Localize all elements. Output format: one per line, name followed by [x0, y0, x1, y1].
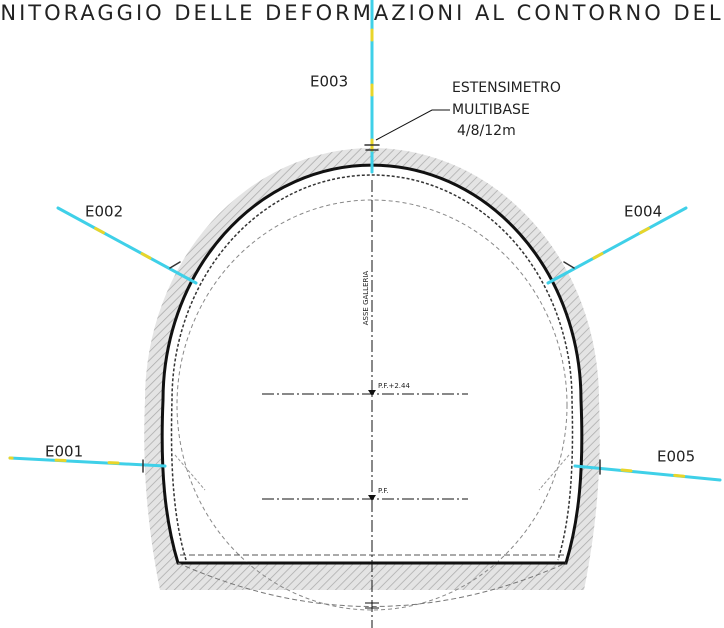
anchor-marks [56, 206, 152, 260]
level-marker [368, 495, 376, 501]
callout-line: MULTIBASE [452, 102, 530, 118]
ext-label: E003 [310, 73, 348, 91]
ext-label: E001 [45, 443, 83, 461]
anchor-marks [8, 456, 120, 465]
extensometer-rod [546, 206, 688, 285]
axis-label: ASSE GALLERIA [362, 271, 370, 326]
level-marker [368, 390, 376, 396]
heads [142, 144, 601, 475]
title: NITORAGGIO DELLE DEFORMAZIONI AL CONTORN… [0, 1, 723, 25]
ext-label: E004 [624, 203, 662, 221]
callout-line: ESTENSIMETRO [452, 80, 561, 96]
extensometer-rod [573, 464, 722, 482]
anchor-marks [592, 206, 688, 260]
construction-lines [174, 454, 570, 491]
ext-label: E005 [657, 448, 695, 466]
extensometer-rod [8, 456, 167, 468]
excavation-profile [176, 199, 568, 611]
ext-label: E002 [85, 203, 123, 221]
extensometers [8, 0, 722, 482]
callout-line: 4/8/12m [457, 123, 516, 139]
level-label: P.F. [378, 487, 388, 495]
extensometer-rod [56, 206, 198, 285]
leader-line [375, 109, 450, 141]
level-label: P.F.+2.44 [378, 382, 410, 390]
lining-inner [170, 174, 574, 561]
